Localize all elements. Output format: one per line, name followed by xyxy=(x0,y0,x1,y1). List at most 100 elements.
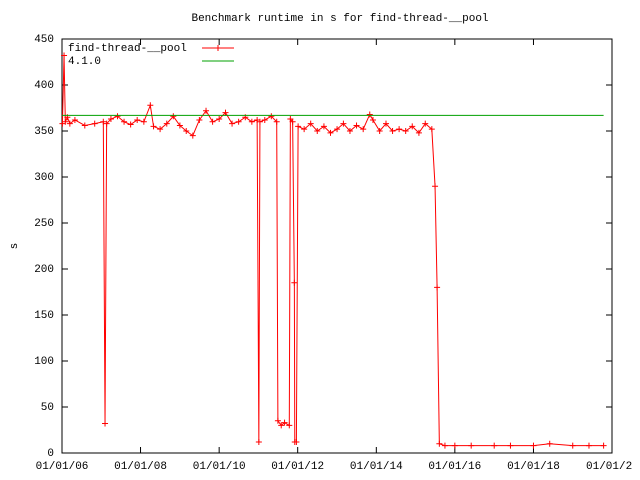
point-marker xyxy=(389,128,396,134)
point-marker xyxy=(91,120,98,127)
y-tick-label: 350 xyxy=(34,126,54,138)
y-tick-label: 50 xyxy=(41,402,54,414)
point-marker xyxy=(346,128,353,134)
series-line xyxy=(61,55,604,447)
point-marker xyxy=(369,116,376,123)
x-tick-label: 01/01/08 xyxy=(114,461,167,473)
point-marker xyxy=(71,116,78,123)
point-marker xyxy=(353,122,360,129)
point-marker xyxy=(340,120,347,127)
point-marker xyxy=(468,442,475,449)
point-marker xyxy=(320,123,327,130)
point-marker xyxy=(546,440,553,447)
point-marker xyxy=(415,129,422,136)
y-tick-label: 450 xyxy=(34,34,54,46)
point-marker xyxy=(507,442,514,449)
x-tick-label: 01/01/10 xyxy=(193,461,246,473)
point-marker xyxy=(295,123,302,130)
point-marker xyxy=(273,118,280,125)
point-marker xyxy=(327,129,334,136)
plot-frame xyxy=(61,38,613,454)
point-marker xyxy=(402,128,409,134)
point-marker xyxy=(428,126,435,133)
point-marker xyxy=(451,442,458,449)
x-tick-label: 01/01/06 xyxy=(36,461,89,473)
point-marker xyxy=(307,120,314,127)
point-marker xyxy=(209,118,216,125)
point-marker xyxy=(268,113,275,120)
point-marker xyxy=(314,128,321,134)
point-marker xyxy=(176,122,183,129)
point-marker xyxy=(103,120,110,127)
point-marker xyxy=(261,116,268,123)
chart-title: Benchmark runtime in s for find-thread-_… xyxy=(191,13,488,25)
point-marker xyxy=(291,279,298,286)
y-tick-label: 100 xyxy=(34,356,54,368)
point-marker xyxy=(102,420,109,427)
point-marker xyxy=(150,123,157,130)
point-marker xyxy=(396,126,403,133)
point-marker xyxy=(216,116,223,123)
point-marker xyxy=(382,120,389,127)
y-tick-label: 150 xyxy=(34,310,54,322)
point-marker xyxy=(422,120,429,127)
point-marker xyxy=(569,442,576,449)
point-marker xyxy=(255,438,262,445)
point-marker xyxy=(434,284,441,291)
point-marker xyxy=(334,126,341,133)
legend-label: 4.1.0 xyxy=(68,56,101,68)
point-marker xyxy=(366,111,373,118)
point-marker xyxy=(286,422,293,429)
point-marker xyxy=(409,123,416,130)
point-marker xyxy=(62,118,69,125)
point-marker xyxy=(157,126,164,133)
y-tick-label: 300 xyxy=(34,172,54,184)
point-marker xyxy=(278,422,285,429)
point-marker xyxy=(530,442,537,449)
y-tick-label: 200 xyxy=(34,264,54,276)
point-marker xyxy=(256,118,263,125)
point-marker xyxy=(163,120,170,127)
legend-marker xyxy=(215,45,221,51)
point-marker xyxy=(235,118,242,125)
x-tick-label: 01/01/14 xyxy=(350,461,403,473)
point-marker xyxy=(301,126,308,133)
point-marker xyxy=(127,121,134,128)
point-marker xyxy=(196,116,203,123)
y-tick-label: 0 xyxy=(47,448,54,460)
point-marker xyxy=(147,102,154,109)
point-marker xyxy=(491,442,498,449)
point-marker xyxy=(81,122,88,129)
x-tick-label: 01/01/16 xyxy=(428,461,481,473)
point-marker xyxy=(222,109,229,116)
point-marker xyxy=(189,132,196,139)
point-marker xyxy=(61,52,68,59)
point-marker xyxy=(248,118,255,125)
point-marker xyxy=(140,118,147,125)
point-marker xyxy=(100,118,107,125)
x-tick-label: 01/01/12 xyxy=(271,461,324,473)
point-marker xyxy=(432,183,439,190)
point-marker xyxy=(134,116,141,123)
point-marker xyxy=(66,120,73,127)
y-axis-label: s xyxy=(9,243,21,250)
point-marker xyxy=(203,107,210,114)
point-marker xyxy=(274,417,281,424)
point-marker xyxy=(436,440,443,447)
point-marker xyxy=(293,438,300,445)
point-marker xyxy=(114,113,121,120)
point-marker xyxy=(281,419,288,426)
point-marker xyxy=(441,442,448,449)
point-marker xyxy=(229,120,236,127)
legend-label: find-thread-__pool xyxy=(68,43,187,55)
point-marker xyxy=(289,118,296,125)
y-tick-label: 250 xyxy=(34,218,54,230)
point-marker xyxy=(107,116,114,123)
point-marker xyxy=(585,442,592,449)
y-tick-label: 400 xyxy=(34,80,54,92)
x-tick-label: 01/01/18 xyxy=(507,461,560,473)
point-marker xyxy=(360,126,367,133)
point-marker xyxy=(183,128,190,134)
point-marker xyxy=(170,113,177,120)
